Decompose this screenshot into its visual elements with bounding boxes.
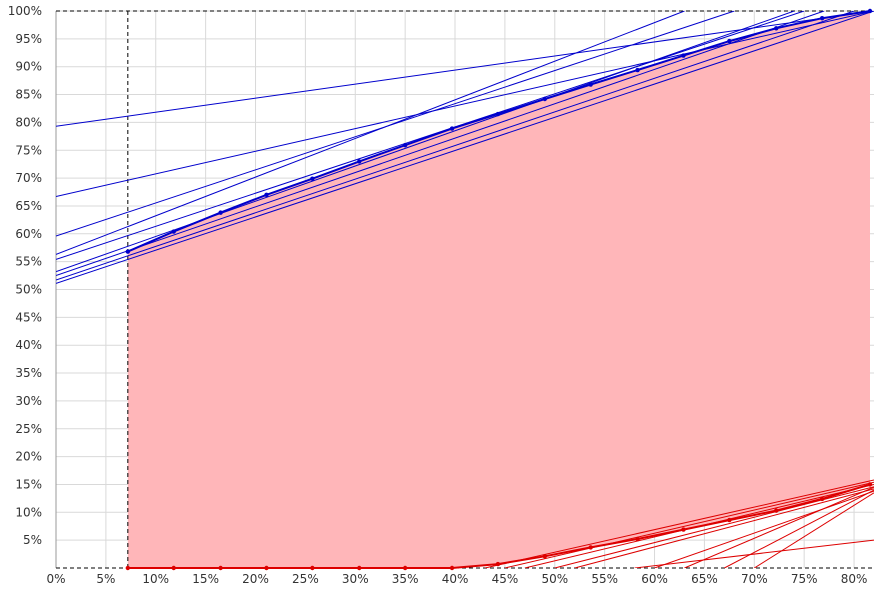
series-0-point-9 bbox=[542, 96, 548, 102]
series-0-point-1 bbox=[171, 229, 176, 234]
tangent-line-upper-5 bbox=[56, 11, 795, 273]
series-1-point-8 bbox=[495, 561, 501, 567]
y-tick-label-11: 60% bbox=[15, 227, 42, 241]
series-0-point-6 bbox=[402, 143, 408, 148]
tangent-line-upper-8 bbox=[56, 11, 874, 284]
y-tick-label-9: 50% bbox=[15, 283, 42, 297]
y-tick-label-1: 10% bbox=[15, 505, 42, 519]
y-tick-label-5: 30% bbox=[15, 394, 42, 408]
series-1-point-15 bbox=[819, 496, 825, 502]
y-tick-label-6: 35% bbox=[15, 366, 42, 380]
x-tick-label-14: 70% bbox=[741, 572, 768, 586]
tangent-line-upper-4 bbox=[56, 11, 805, 260]
x-tick-label-6: 30% bbox=[342, 572, 369, 586]
y-tick-label-16: 85% bbox=[15, 88, 42, 102]
series-0-point-12 bbox=[681, 53, 686, 58]
series-0-point-0 bbox=[125, 249, 131, 254]
y-tick-label-12: 65% bbox=[15, 199, 42, 213]
y-tick-labels: 5% 10% 15% 20% 25% 30% 35% 40% 45% 50% 55% 60% 65% 70… bbox=[8, 4, 42, 547]
x-tick-label-11: 55% bbox=[591, 572, 618, 586]
y-tick-label-19: 100% bbox=[8, 4, 42, 18]
x-tick-label-16: 80% bbox=[841, 572, 868, 586]
x-tick-label-0: 0% bbox=[46, 572, 65, 586]
x-tick-label-4: 20% bbox=[242, 572, 269, 586]
series-0-point-8 bbox=[495, 111, 501, 117]
tangent-line-upper-3 bbox=[56, 11, 685, 255]
series-0-point-15 bbox=[819, 16, 825, 21]
series-1-point-2 bbox=[218, 565, 223, 571]
data-points bbox=[125, 8, 873, 571]
x-tick-label-7: 35% bbox=[392, 572, 419, 586]
tangent-line-upper-7 bbox=[56, 11, 855, 281]
shaded-region bbox=[127, 11, 871, 568]
tangent-line-lower-9 bbox=[484, 479, 874, 568]
tangent-line-lower-3 bbox=[754, 492, 874, 568]
y-tick-label-4: 25% bbox=[15, 422, 42, 436]
series-0-point-14 bbox=[774, 26, 779, 31]
series-1-point-9 bbox=[542, 554, 548, 559]
tangent-line-lower-4 bbox=[654, 490, 874, 568]
shaded-area bbox=[127, 11, 871, 568]
series-0-point-11 bbox=[635, 67, 640, 73]
series-0-point-7 bbox=[449, 126, 455, 131]
tangent-line-upper-1 bbox=[56, 11, 874, 197]
y-tick-label-13: 70% bbox=[15, 171, 42, 185]
x-tick-label-10: 50% bbox=[541, 572, 568, 586]
tangent-line-upper-0 bbox=[56, 11, 874, 127]
series-1-point-0 bbox=[125, 565, 131, 571]
x-tick-label-13: 65% bbox=[691, 572, 718, 586]
tangent-line-lower-5 bbox=[574, 488, 874, 568]
series-1-point-3 bbox=[264, 565, 269, 571]
y-tick-label-0: 5% bbox=[23, 533, 42, 547]
series-1-point-14 bbox=[774, 508, 779, 513]
series-0-point-3 bbox=[264, 192, 269, 198]
y-tick-label-7: 40% bbox=[15, 338, 42, 352]
x-tick-label-8: 40% bbox=[442, 572, 469, 586]
y-tick-label-17: 90% bbox=[15, 60, 42, 74]
y-tick-label-15: 80% bbox=[15, 115, 42, 129]
series-1-point-1 bbox=[171, 565, 176, 571]
tangent-line-lower-8 bbox=[504, 481, 874, 568]
tangent-line-lower-1 bbox=[684, 486, 874, 568]
series-0-point-13 bbox=[727, 38, 732, 44]
series-1-point-10 bbox=[588, 545, 593, 550]
y-tick-label-3: 20% bbox=[15, 450, 42, 464]
series-1-point-13 bbox=[727, 517, 732, 523]
y-tick-label-14: 75% bbox=[15, 143, 42, 157]
y-tick-label-10: 55% bbox=[15, 255, 42, 269]
series-1-point-7 bbox=[449, 565, 455, 571]
tangent-line-upper-6 bbox=[56, 11, 825, 277]
x-tick-label-15: 75% bbox=[791, 572, 818, 586]
series-0-point-10 bbox=[588, 82, 593, 87]
series-1-point-11 bbox=[635, 536, 640, 542]
tangent-line-lower-0 bbox=[634, 539, 874, 568]
series-1-point-16 bbox=[867, 482, 873, 487]
x-tick-label-5: 25% bbox=[292, 572, 319, 586]
series-1-point-5 bbox=[357, 565, 362, 571]
x-tick-label-3: 15% bbox=[192, 572, 219, 586]
y-tick-label-18: 95% bbox=[15, 32, 42, 46]
series-0-point-4 bbox=[310, 176, 315, 181]
x-tick-label-1: 5% bbox=[96, 572, 115, 586]
x-tick-labels: 0% 5% 10% 15% 20% 25% 30% 35% 40% 45% 50% 55% 60% 65%… bbox=[46, 572, 867, 586]
x-tick-label-12: 60% bbox=[641, 572, 668, 586]
tangent-line-lower-2 bbox=[724, 489, 874, 568]
y-tick-label-8: 45% bbox=[15, 310, 42, 324]
series-1-point-6 bbox=[402, 565, 408, 571]
series-1-point-12 bbox=[681, 527, 686, 532]
x-tick-label-9: 45% bbox=[492, 572, 519, 586]
series-0-point-16 bbox=[867, 8, 873, 14]
series-1-point-4 bbox=[310, 565, 315, 571]
tangent-lines bbox=[56, 11, 874, 568]
x-tick-label-2: 10% bbox=[142, 572, 169, 586]
series-0-point-2 bbox=[218, 210, 223, 215]
series-0-point-5 bbox=[357, 159, 362, 164]
y-tick-label-2: 15% bbox=[15, 477, 42, 491]
